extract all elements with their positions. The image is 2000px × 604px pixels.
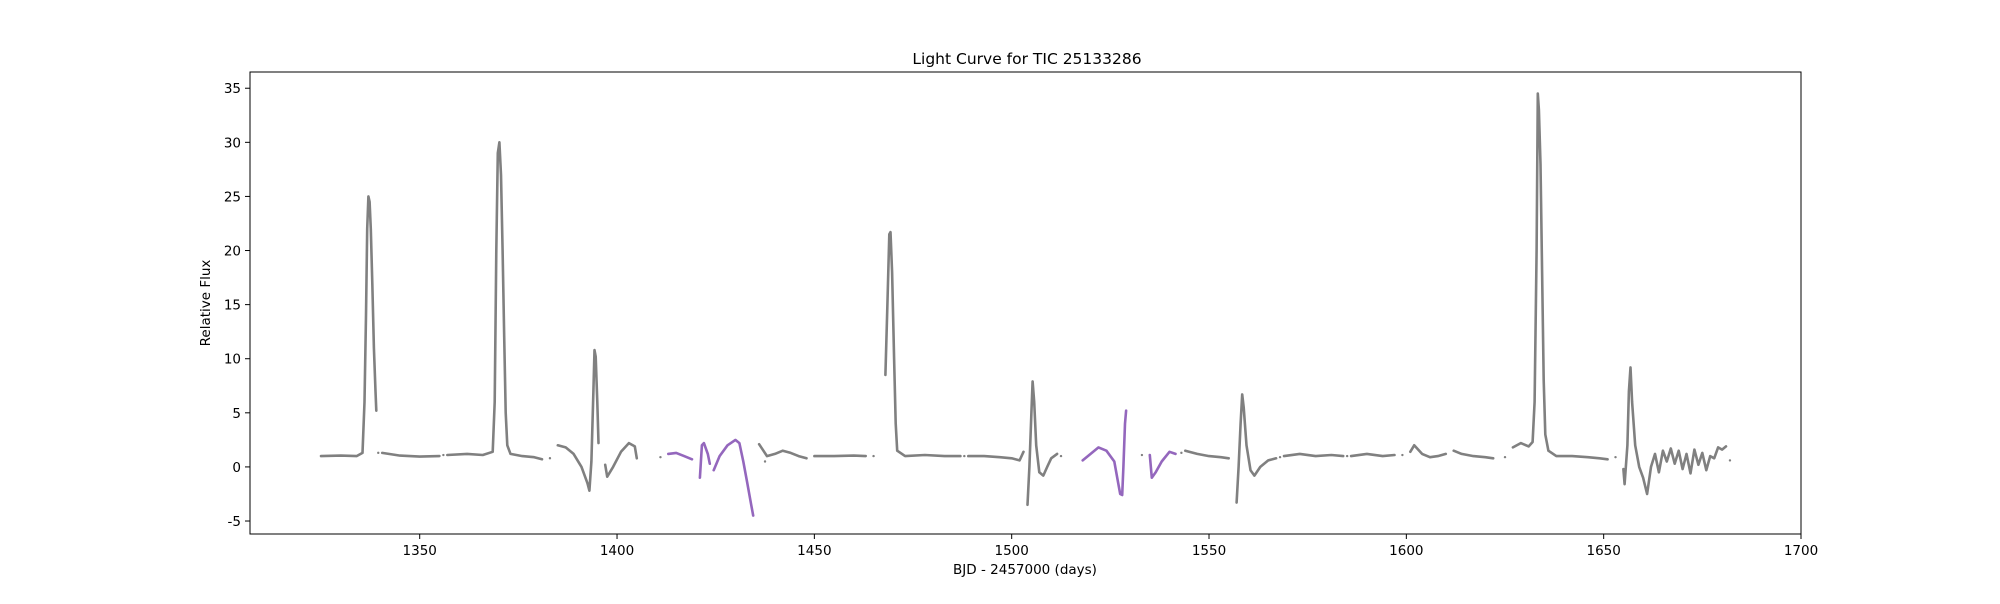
flux-segment bbox=[319, 195, 378, 458]
flux-segment bbox=[556, 348, 600, 492]
flux-segment bbox=[813, 454, 867, 458]
y-axis: -5 0 5 10 15 20 25 30 35 bbox=[224, 81, 250, 530]
x-tick-label: 1650 bbox=[1586, 543, 1620, 559]
x-tick-label: 1550 bbox=[1192, 543, 1226, 559]
flux-segment bbox=[1511, 92, 1609, 461]
y-tick-label: 35 bbox=[224, 81, 241, 97]
x-axis: 1350 1400 1450 1500 1550 1600 1650 1700 bbox=[403, 534, 1818, 559]
flux-segment bbox=[1081, 409, 1128, 497]
flux-segment bbox=[446, 141, 544, 461]
flux-point bbox=[548, 457, 552, 460]
flux-point bbox=[377, 451, 380, 455]
flux-point bbox=[1614, 455, 1617, 459]
flux-segment bbox=[1349, 452, 1396, 458]
y-axis-label: Relative Flux bbox=[198, 260, 214, 347]
flux-point bbox=[1278, 455, 1282, 459]
flux-segment bbox=[603, 441, 639, 478]
flux-segment bbox=[1235, 393, 1278, 504]
flux-segment bbox=[1452, 449, 1495, 460]
flux-segment bbox=[1184, 449, 1230, 460]
y-tick-label: 30 bbox=[224, 135, 241, 151]
y-tick-label: 5 bbox=[232, 406, 241, 422]
flux-point bbox=[872, 454, 875, 458]
y-tick-label: 10 bbox=[224, 352, 241, 368]
flux-segment bbox=[757, 442, 808, 460]
flux-segment bbox=[698, 441, 712, 479]
flux-segment bbox=[1282, 452, 1345, 458]
flux-point bbox=[963, 454, 966, 458]
y-tick-label: 20 bbox=[224, 244, 241, 260]
flux-point bbox=[1140, 453, 1144, 457]
plot-frame bbox=[249, 71, 1802, 535]
y-tick-label: -5 bbox=[228, 514, 241, 530]
flux-point bbox=[763, 460, 767, 463]
flux-segment bbox=[1026, 380, 1059, 507]
x-tick-label: 1600 bbox=[1389, 543, 1423, 559]
flux-segment bbox=[884, 230, 962, 458]
chart-title: Light Curve for TIC 25133286 bbox=[912, 50, 1141, 68]
y-tick-label: 0 bbox=[232, 460, 241, 476]
x-tick-label: 1400 bbox=[600, 543, 634, 559]
flux-point bbox=[1059, 454, 1063, 458]
flux-segment bbox=[667, 451, 694, 461]
flux-segment bbox=[967, 450, 1025, 462]
x-tick-label: 1700 bbox=[1784, 543, 1818, 559]
flux-segment bbox=[1148, 450, 1177, 479]
flux-segment bbox=[712, 438, 755, 517]
flux-point bbox=[1401, 453, 1404, 457]
x-axis-label: BJD - 2457000 (days) bbox=[953, 562, 1097, 578]
flux-point bbox=[659, 455, 662, 459]
flux-segment bbox=[380, 451, 441, 458]
flux-point bbox=[1728, 459, 1732, 462]
flux-point bbox=[442, 453, 445, 457]
flux-point bbox=[1345, 454, 1349, 458]
y-tick-label: 25 bbox=[224, 189, 241, 205]
x-tick-label: 1450 bbox=[797, 543, 831, 559]
flux-point bbox=[1180, 451, 1183, 455]
x-tick-label: 1500 bbox=[995, 543, 1029, 559]
data-layer bbox=[319, 92, 1732, 517]
y-tick-label: 15 bbox=[224, 298, 241, 314]
flux-segment bbox=[1622, 366, 1728, 496]
flux-point bbox=[1503, 455, 1507, 459]
x-tick-label: 1350 bbox=[403, 543, 437, 559]
flux-segment bbox=[1409, 444, 1448, 459]
